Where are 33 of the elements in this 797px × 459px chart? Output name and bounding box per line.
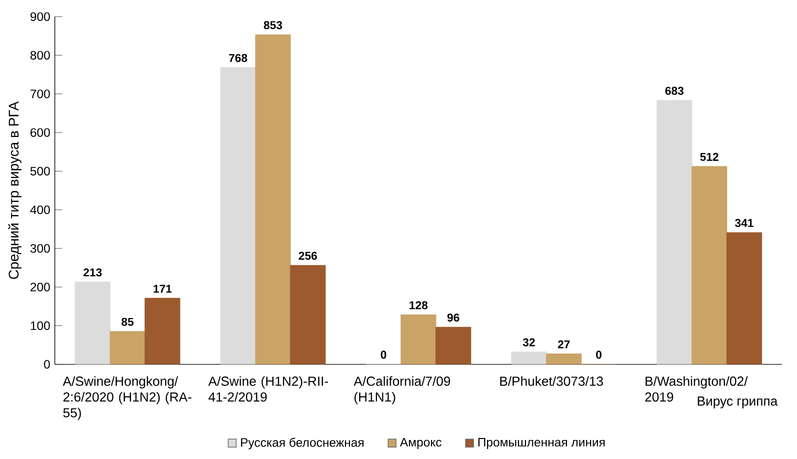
data-label: 27 xyxy=(558,340,570,348)
x-tick-label: A/California/7/09 (H1N1) xyxy=(354,376,450,404)
y-tick-label: 200 xyxy=(30,282,50,292)
legend-label: Амрокс xyxy=(400,438,442,449)
data-label: 512 xyxy=(700,152,718,161)
y-tick-label: 100 xyxy=(30,321,50,330)
data-label: 128 xyxy=(410,301,428,310)
y-tick-label: 900 xyxy=(30,12,50,21)
data-label: 85 xyxy=(122,318,134,326)
legend-label: Промышленная линия xyxy=(478,438,605,449)
y-tick-label: 700 xyxy=(30,90,50,98)
data-label: 768 xyxy=(229,54,248,62)
data-label: 683 xyxy=(665,86,684,95)
y-tick-label: 400 xyxy=(30,205,50,214)
data-label: 256 xyxy=(298,252,317,260)
x-tick-label: B/Phuket/3073/13 xyxy=(500,376,603,386)
data-label: 341 xyxy=(735,218,754,228)
data-label: 171 xyxy=(154,284,172,293)
y-tick-label: 500 xyxy=(30,166,50,176)
data-label: 96 xyxy=(447,314,460,322)
y-tick-label: 600 xyxy=(30,128,50,137)
data-label: 32 xyxy=(522,338,535,346)
y-tick-label: 800 xyxy=(30,50,50,60)
data-label: 213 xyxy=(84,268,102,276)
y-axis-title: Средний титр вируса в РГА xyxy=(8,101,22,279)
x-tick-label: A/Swine/Hongkong/2:6/2020 (H1N2) (RA-55) xyxy=(62,376,192,420)
x-tick-label: A/Swine (H1N2)-RII-41-2/2019 xyxy=(208,376,328,402)
data-label: 0 xyxy=(380,350,386,359)
data-label: 0 xyxy=(596,350,602,359)
data-label: 853 xyxy=(264,21,282,30)
y-tick-label: 300 xyxy=(30,244,50,253)
y-tick-label: 0 xyxy=(44,360,50,369)
legend-label: Русская белоснежная xyxy=(241,438,364,450)
